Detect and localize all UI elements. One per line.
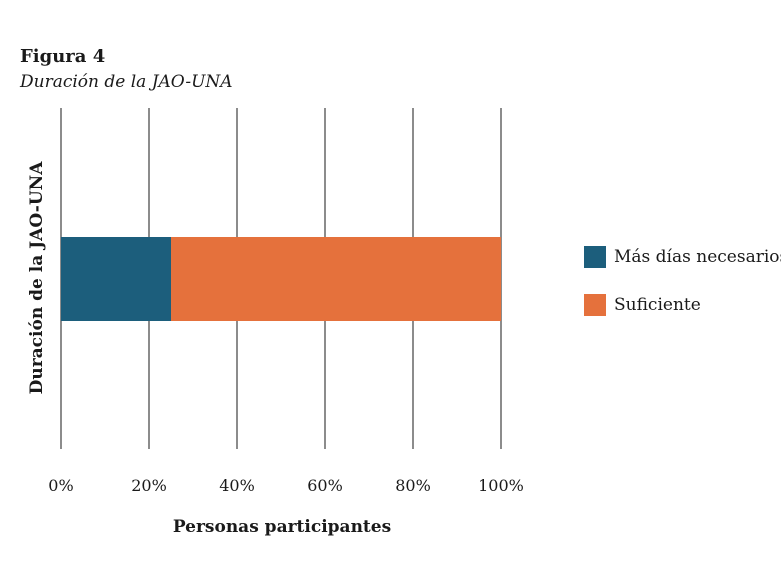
legend-swatch <box>584 246 606 268</box>
x-tick-label: 60% <box>307 476 343 495</box>
legend-item-mas-dias: Más días necesarios <box>584 244 781 270</box>
x-tick-label: 0% <box>48 476 73 495</box>
bars <box>61 237 501 321</box>
legend-swatch <box>584 294 606 316</box>
bar-segment-suficiente <box>171 237 501 321</box>
x-axis-title: Personas participantes <box>173 517 391 537</box>
bar-segment-mas-dias-necesarios <box>61 237 171 321</box>
legend: Más días necesarios Suficiente <box>584 244 781 340</box>
x-tick-label: 40% <box>219 476 255 495</box>
legend-label: Suficiente <box>614 295 701 315</box>
x-tick-label: 100% <box>478 476 524 495</box>
y-axis-title: Duración de la JAO-UNA <box>27 161 47 395</box>
x-tick-label: 80% <box>395 476 431 495</box>
legend-item-suficiente: Suficiente <box>584 292 781 318</box>
figure-label: Figura 4 <box>20 46 106 67</box>
x-tick-labels: 0% 20% 40% 60% 80% 100% <box>48 476 524 495</box>
legend-label: Más días necesarios <box>614 247 781 267</box>
x-tick-label: 20% <box>131 476 167 495</box>
figure-title: Duración de la JAO-UNA <box>20 72 233 92</box>
